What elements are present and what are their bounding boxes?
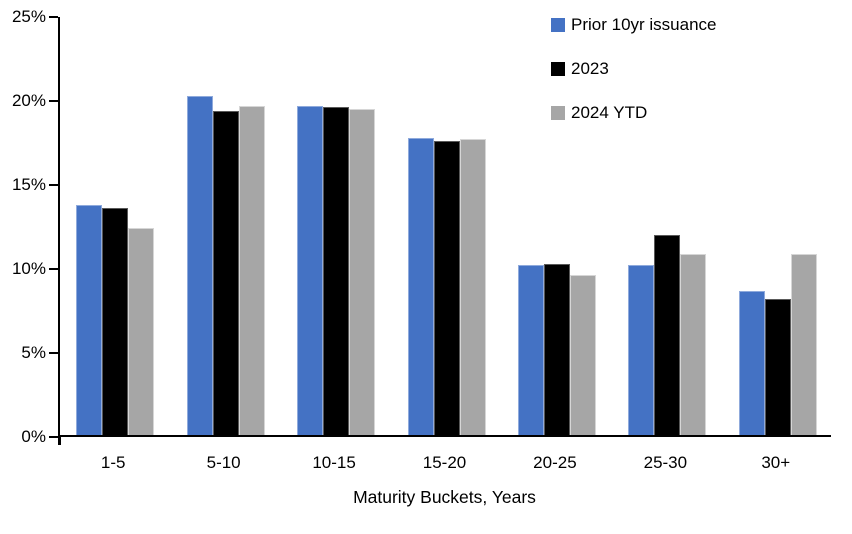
bar-prior-10yr-issuance-10-15 bbox=[297, 105, 324, 435]
y-axis-tick bbox=[49, 267, 58, 271]
legend-swatch-2023 bbox=[551, 62, 565, 76]
legend-swatch-prior-10yr-issuance bbox=[551, 18, 565, 32]
y-axis-tick bbox=[49, 15, 58, 19]
bar-2023-25-30 bbox=[654, 235, 681, 435]
legend-label: Prior 10yr issuance bbox=[571, 15, 717, 34]
y-axis-tick-label: 5% bbox=[21, 343, 46, 362]
plot-area bbox=[49, 15, 831, 439]
bar-2024-ytd-15-20 bbox=[459, 139, 486, 435]
x-axis-title: Maturity Buckets, Years bbox=[353, 487, 536, 507]
x-axis-category-label: 1-5 bbox=[100, 453, 126, 472]
bar-2024-ytd-5-10 bbox=[238, 105, 265, 435]
y-axis-tick bbox=[49, 183, 58, 187]
y-axis-tick bbox=[49, 99, 58, 103]
y-axis-tick-label: 15% bbox=[11, 175, 46, 194]
legend-item: 2023 bbox=[551, 59, 717, 79]
bar-2023-15-20 bbox=[433, 141, 460, 435]
bar-prior-10yr-issuance-30+ bbox=[738, 290, 765, 435]
x-axis-category-label: 20-25 bbox=[533, 453, 577, 472]
bar-2023-5-10 bbox=[212, 110, 239, 435]
bar-2023-30+ bbox=[764, 298, 791, 435]
bar-prior-10yr-issuance-15-20 bbox=[407, 137, 434, 435]
bar-2024-ytd-10-15 bbox=[349, 109, 376, 435]
bar-2023-10-15 bbox=[323, 107, 350, 435]
bar-2023-1-5 bbox=[102, 208, 129, 435]
bar-2024-ytd-25-30 bbox=[680, 253, 707, 435]
x-axis-category-label: 5-10 bbox=[206, 453, 241, 472]
legend-item: 2024 YTD bbox=[551, 103, 717, 123]
x-axis-category-label: 30+ bbox=[761, 453, 791, 472]
y-axis-tick-label: 25% bbox=[11, 7, 46, 26]
x-axis-category-label: 10-15 bbox=[312, 453, 356, 472]
bar-prior-10yr-issuance-1-5 bbox=[76, 204, 103, 435]
bar-2023-20-25 bbox=[543, 263, 570, 435]
legend-swatch-2024-ytd bbox=[551, 106, 565, 120]
y-axis-tick-label: 0% bbox=[21, 427, 46, 446]
y-axis-tick bbox=[49, 435, 58, 439]
bar-prior-10yr-issuance-5-10 bbox=[186, 95, 213, 435]
y-axis-tick-label: 10% bbox=[11, 259, 46, 278]
y-axis-tick-label: 20% bbox=[11, 91, 46, 110]
bar-2024-ytd-30+ bbox=[790, 253, 817, 435]
legend-item: Prior 10yr issuance bbox=[551, 15, 717, 35]
bar-2024-ytd-20-25 bbox=[569, 275, 596, 435]
y-axis-tick bbox=[49, 351, 58, 355]
bar-prior-10yr-issuance-25-30 bbox=[628, 265, 655, 435]
legend-label: 2023 bbox=[571, 59, 609, 78]
x-axis-origin-tick bbox=[58, 437, 61, 445]
bar-2024-ytd-1-5 bbox=[128, 228, 155, 435]
legend-label: 2024 YTD bbox=[571, 103, 648, 122]
x-axis-category-label: 25-30 bbox=[643, 453, 688, 472]
bar-prior-10yr-issuance-20-25 bbox=[517, 265, 544, 435]
x-axis-category-label: 15-20 bbox=[422, 453, 467, 472]
legend: Prior 10yr issuance 2023 2024 YTD bbox=[551, 15, 717, 147]
